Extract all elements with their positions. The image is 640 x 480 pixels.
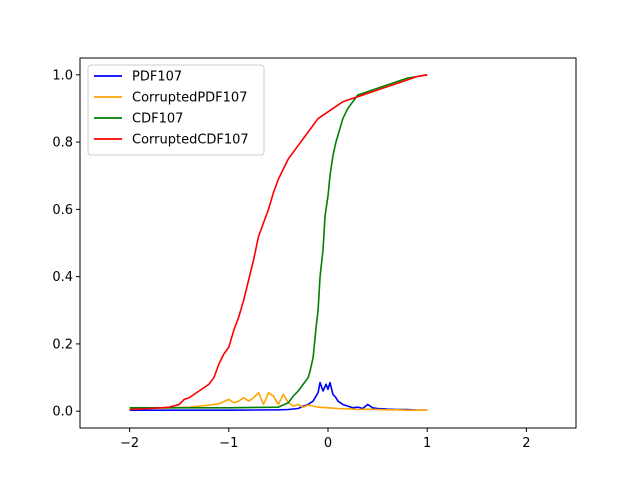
legend-label-corruptedpdf107: CorruptedPDF107 — [132, 91, 247, 106]
y-tick-label: 0.2 — [52, 337, 73, 352]
y-tick-label: 1.0 — [52, 68, 73, 83]
legend-box — [87, 64, 265, 156]
y-tick-label: 0.6 — [52, 203, 73, 218]
y-tick-label: 0.0 — [52, 405, 73, 420]
x-tick-label: 1 — [423, 436, 431, 451]
series-line-corruptedcdf107 — [129, 74, 428, 411]
legend-label-corruptedcdf107: CorruptedCDF107 — [132, 133, 249, 148]
x-tick-label: −1 — [219, 436, 238, 451]
y-tick-label: 0.8 — [52, 136, 73, 151]
legend-label-cdf107: CDF107 — [132, 112, 183, 127]
legend: PDF107 CorruptedPDF107 CDF107 CorruptedCDF1… — [87, 64, 265, 156]
y-tick-label: 0.4 — [52, 270, 73, 285]
series-layer — [129, 74, 428, 411]
series-line-cdf107 — [129, 74, 428, 409]
y-axis: 0.0 0.2 0.4 0.6 0.8 1.0 — [52, 68, 80, 420]
x-tick-label: 2 — [522, 436, 530, 451]
x-axis: −2 −1 0 1 2 — [120, 428, 531, 451]
series-line-corruptedpdf107 — [129, 391, 428, 411]
series-line-pdf107 — [129, 381, 428, 411]
x-tick-label: −2 — [120, 436, 139, 451]
legend-label-pdf107: PDF107 — [132, 70, 182, 85]
x-tick-label: 0 — [324, 436, 332, 451]
